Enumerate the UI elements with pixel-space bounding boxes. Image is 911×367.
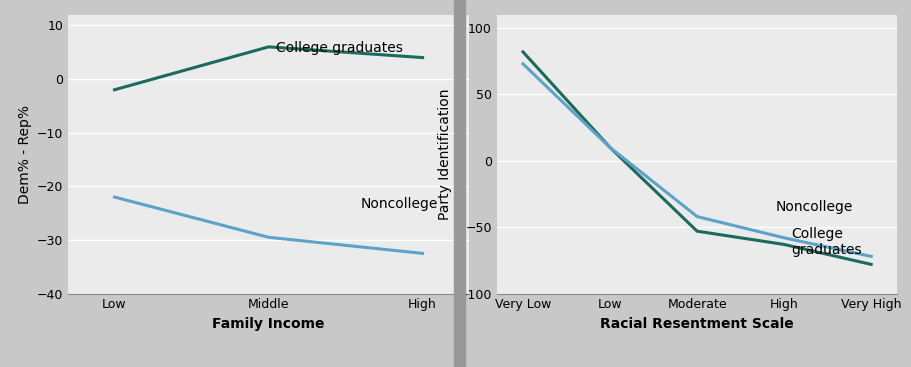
Y-axis label: Party Identification: Party Identification [438,88,452,220]
Text: College
graduates: College graduates [791,226,862,257]
X-axis label: Racial Resentment Scale: Racial Resentment Scale [600,317,794,331]
Y-axis label: Dem% - Rep%: Dem% - Rep% [17,105,32,204]
X-axis label: Family Income: Family Income [212,317,325,331]
Text: College graduates: College graduates [276,41,404,55]
Text: Noncollege: Noncollege [361,197,438,211]
Text: Noncollege: Noncollege [775,200,853,214]
